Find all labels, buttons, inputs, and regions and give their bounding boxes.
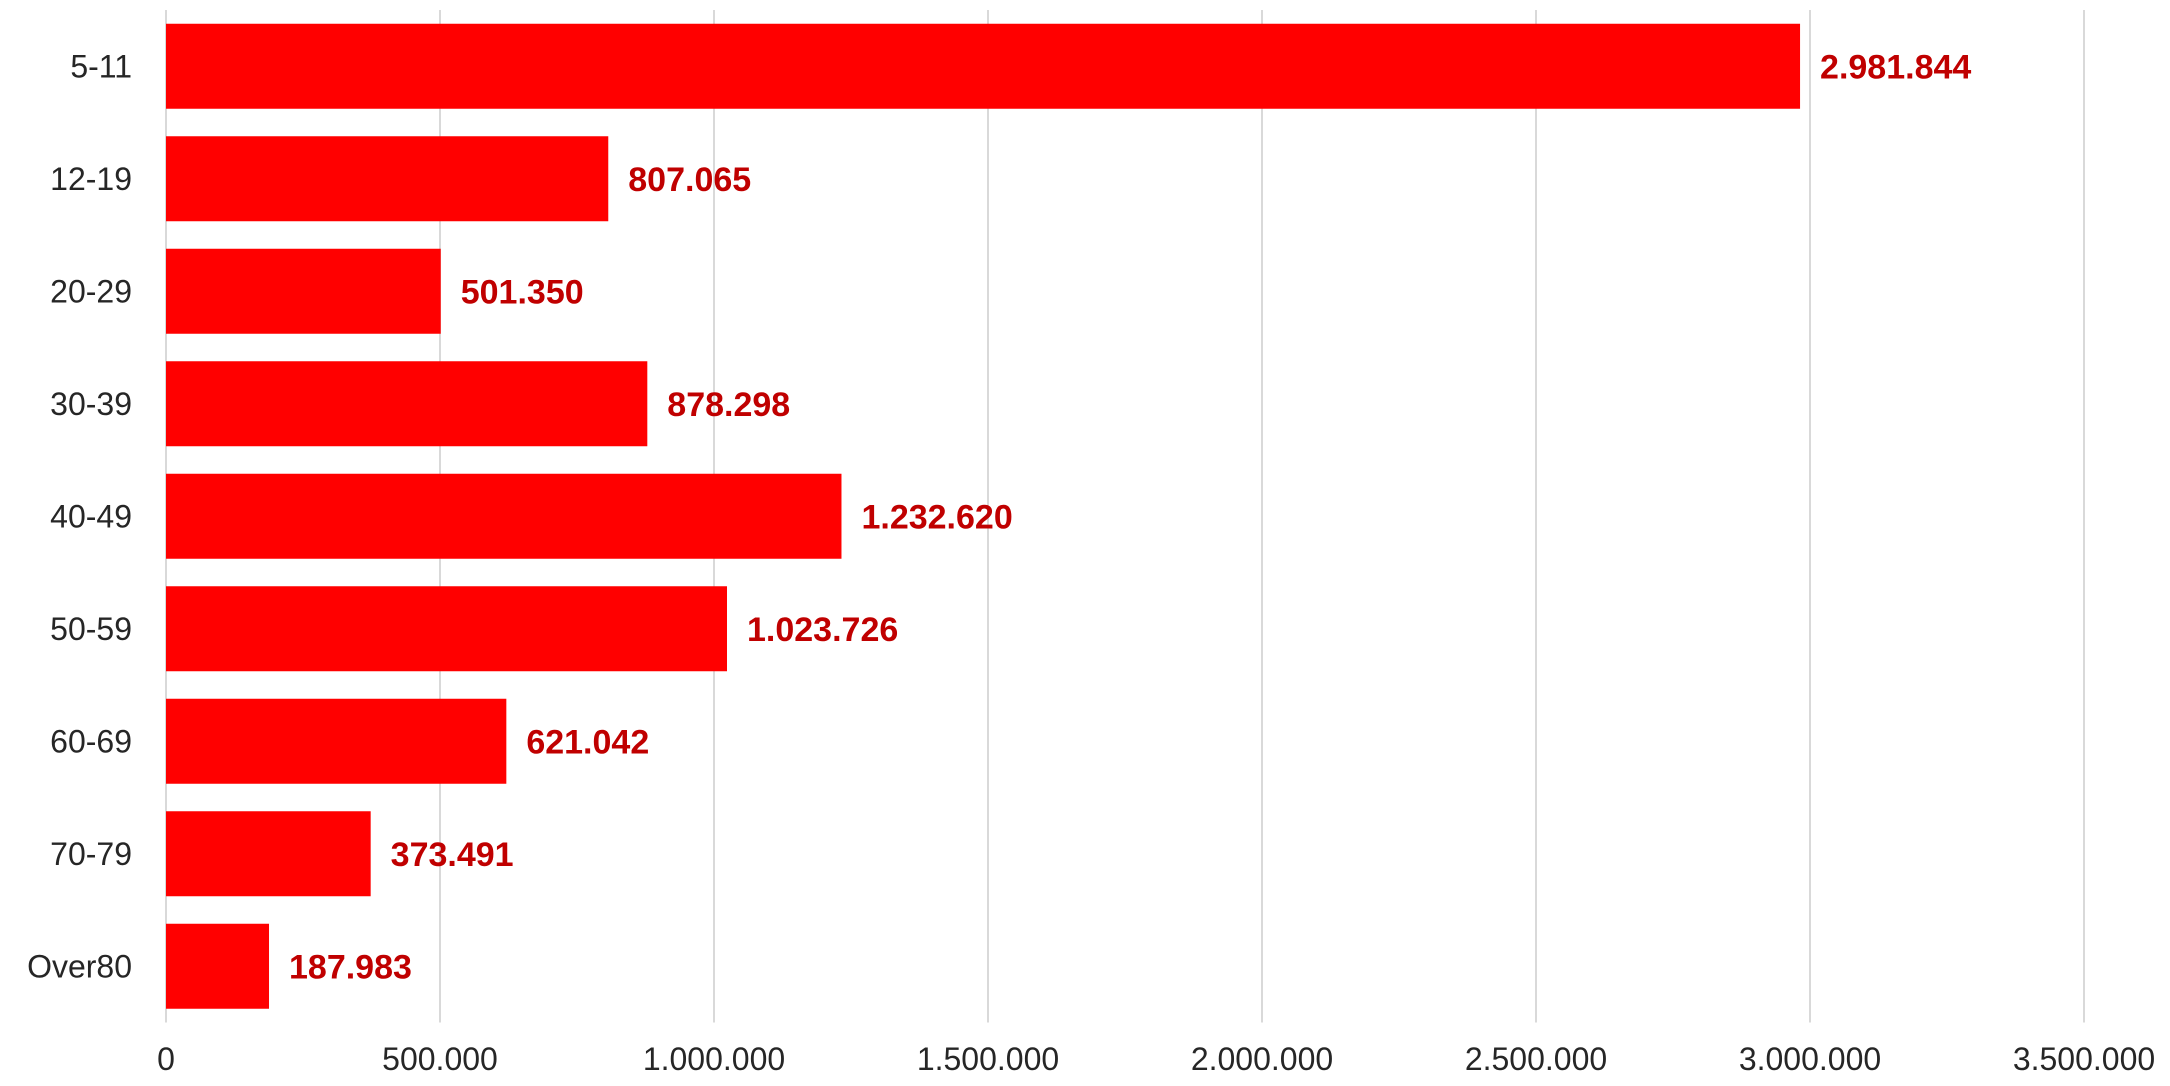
bar	[166, 923, 270, 1009]
category-label: 40-49	[50, 498, 132, 534]
bar	[166, 23, 1801, 109]
bar	[166, 473, 842, 559]
data-label: 878.298	[667, 386, 790, 424]
category-label: 5-11	[70, 48, 132, 84]
x-tick-label: 2.500.000	[1465, 1041, 1607, 1077]
category-label: 30-39	[50, 386, 132, 422]
bar	[166, 136, 609, 222]
bar	[166, 698, 507, 784]
category-label: 20-29	[50, 273, 132, 309]
data-label: 1.023.726	[747, 611, 898, 649]
bar	[166, 811, 371, 897]
bars	[166, 23, 1801, 1009]
bar	[166, 248, 441, 334]
x-tick-label: 1.000.000	[643, 1041, 785, 1077]
bar	[166, 361, 648, 447]
x-tick-label: 3.500.000	[2013, 1041, 2155, 1077]
x-tick-label: 1.500.000	[917, 1041, 1059, 1077]
data-label: 501.350	[461, 273, 584, 311]
category-label: 50-59	[50, 611, 132, 647]
category-axis: 5-11 12-19 20-29 30-39 40-49 50-59 60-69 70-79 O…	[27, 48, 132, 984]
category-label: Over80	[27, 948, 132, 984]
data-label: 807.065	[628, 161, 751, 199]
x-tick-label: 500.000	[382, 1041, 498, 1077]
x-tick-label: 0	[157, 1041, 175, 1077]
x-tick-label: 3.000.000	[1739, 1041, 1881, 1077]
data-label: 373.491	[391, 836, 514, 874]
bar	[166, 586, 728, 672]
data-label: 187.983	[289, 948, 412, 986]
x-tick-label: 2.000.000	[1191, 1041, 1333, 1077]
data-labels: 2.981.844 807.065 501.350 878.298 1.232.620 1…	[289, 48, 1971, 986]
category-label: 60-69	[50, 723, 132, 759]
data-label: 1.232.620	[861, 498, 1012, 536]
data-label: 2.981.844	[1820, 48, 1971, 86]
category-label: 12-19	[50, 161, 132, 197]
category-label: 70-79	[50, 836, 132, 872]
data-label: 621.042	[526, 723, 649, 761]
value-axis: 0 500.000 1.000.000 1.500.000 2.000.000 2.500…	[157, 1041, 2155, 1077]
